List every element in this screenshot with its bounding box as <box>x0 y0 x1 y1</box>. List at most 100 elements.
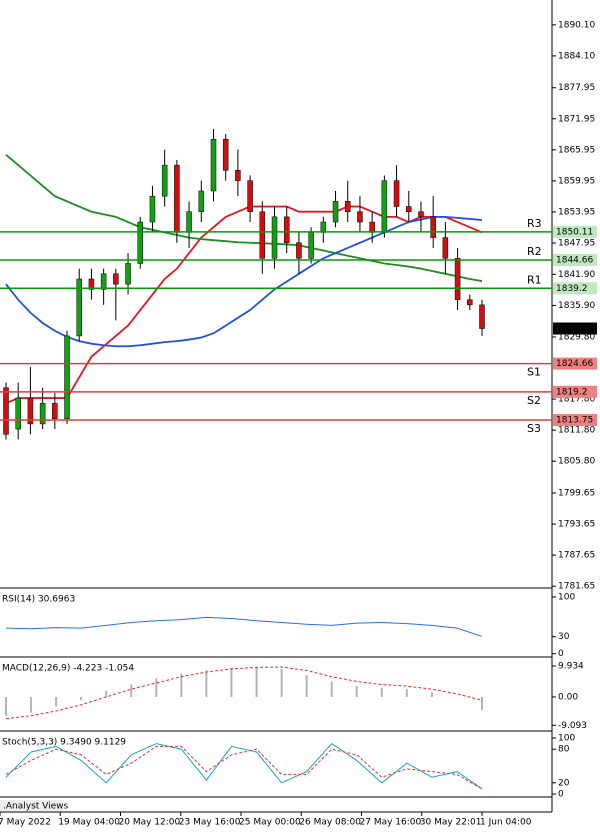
y-tick-label: 1787.65 <box>558 551 595 561</box>
y-tick-label: 1853.95 <box>558 207 595 217</box>
y-tick-label: 1841.90 <box>558 270 595 280</box>
candle-body <box>442 237 449 259</box>
candle-body <box>320 221 327 233</box>
level-name: R1 <box>527 273 542 286</box>
candle-body <box>3 387 9 435</box>
x-tick-label: 26 May 08:00 <box>299 818 361 828</box>
x-tick-label: 7 May 2022 <box>0 818 51 828</box>
candle-body <box>418 211 424 218</box>
y-tick-label: 1890.10 <box>558 20 595 30</box>
candle-body <box>247 180 253 212</box>
x-tick-label: 20 May 12:00 <box>119 818 181 828</box>
level-label: 1850.11 <box>556 227 593 237</box>
footer: .Analyst Views <box>3 802 68 812</box>
level-label: 1813.75 <box>556 416 593 426</box>
candle-body <box>137 221 144 264</box>
y-tick-label: 30 <box>558 632 570 642</box>
y-tick-label: 0 <box>558 649 564 659</box>
level-label-box <box>553 254 597 267</box>
moving-average <box>5 215 483 348</box>
candle-body <box>259 211 266 259</box>
level-label-box <box>553 282 597 295</box>
level-label-box <box>553 357 597 370</box>
level-label-box <box>553 385 597 398</box>
panel-title: RSI(14) 30.6963 <box>2 595 75 605</box>
level-name: R3 <box>527 217 542 230</box>
candle-body <box>479 304 485 329</box>
y-tick-label: 1811.80 <box>558 426 595 436</box>
level-label: 1839.2 <box>556 284 588 294</box>
last-price-label: 1831.43 <box>556 324 593 334</box>
y-tick-label: 1805.80 <box>558 457 595 467</box>
candle-body <box>100 273 107 290</box>
moving-average <box>5 205 483 405</box>
x-tick-label: 27 May 16:00 <box>360 818 422 828</box>
candle-body <box>198 190 205 212</box>
candle-body <box>393 180 400 207</box>
candle-body <box>406 206 412 212</box>
x-tick-label: 30 May 22:01 <box>420 818 482 828</box>
y-tick-label: 0.00 <box>558 692 578 702</box>
y-tick-label: 1865.95 <box>558 145 595 155</box>
y-tick-label: 9.934 <box>558 661 584 671</box>
level-label: 1844.66 <box>556 256 593 266</box>
level-name: R2 <box>527 245 542 258</box>
x-tick-label: 23 May 16:00 <box>179 818 241 828</box>
candle-body <box>64 335 70 419</box>
level-label-box <box>553 414 597 427</box>
y-tick-label: 0 <box>558 790 564 800</box>
indicator-line <box>5 745 483 790</box>
y-tick-label: -9.093 <box>558 721 587 731</box>
x-tick-label: 19 May 04:00 <box>58 818 120 828</box>
y-tick-label: 1793.65 <box>558 520 595 530</box>
footer-box <box>0 800 64 811</box>
candle-body <box>149 195 156 223</box>
y-tick-label: 1799.65 <box>558 489 595 499</box>
level-name: S2 <box>527 394 541 407</box>
x-tick-label: 1 Jun 04:00 <box>480 818 532 828</box>
y-tick-label: 1859.95 <box>558 176 595 186</box>
candle-body <box>357 211 363 223</box>
candle-body <box>39 402 46 425</box>
candle-body <box>88 278 95 290</box>
panel-title: MACD(12,26,9) -4.223 -1.054 <box>2 664 134 674</box>
x-tick-label: 25 May 00:00 <box>239 818 301 828</box>
y-tick-label: 1871.95 <box>558 114 595 124</box>
candle-body <box>27 397 34 425</box>
candle-body <box>222 138 229 171</box>
candle-body <box>186 211 192 233</box>
y-tick-label: 20 <box>558 778 570 788</box>
y-tick-label: 100 <box>558 592 575 602</box>
y-tick-label: 1877.95 <box>558 83 595 93</box>
candle-body <box>235 170 241 181</box>
candle-body <box>113 273 119 285</box>
y-tick-label: 1817.80 <box>558 395 595 405</box>
candle-body <box>174 164 180 233</box>
indicator-line <box>5 666 483 720</box>
y-tick-label: 1835.90 <box>558 301 595 311</box>
y-tick-label: 1847.95 <box>558 239 595 249</box>
candle-body <box>52 402 58 419</box>
y-tick-label: 100 <box>558 733 575 743</box>
candle-body <box>344 201 351 212</box>
candle-body <box>467 299 473 306</box>
y-tick-label: 1829.80 <box>558 332 595 342</box>
candle-body <box>430 216 436 238</box>
candle-body <box>454 258 461 300</box>
candle-body <box>332 201 339 223</box>
level-name: S3 <box>527 422 541 435</box>
candle-body <box>308 232 314 259</box>
candle-body <box>15 397 21 430</box>
panel-title: Stoch(5,3,3) 9.3490 9.1129 <box>2 738 126 748</box>
level-name: S1 <box>527 366 541 379</box>
level-label: 1824.66 <box>556 359 593 369</box>
indicator-line <box>5 742 483 790</box>
y-tick-label: 1884.10 <box>558 51 595 61</box>
candle-body <box>381 180 388 233</box>
indicator-line <box>5 616 483 637</box>
candle-body <box>296 242 302 259</box>
candle-body <box>271 216 278 259</box>
candle-body <box>283 216 290 244</box>
candle-body <box>210 138 217 192</box>
